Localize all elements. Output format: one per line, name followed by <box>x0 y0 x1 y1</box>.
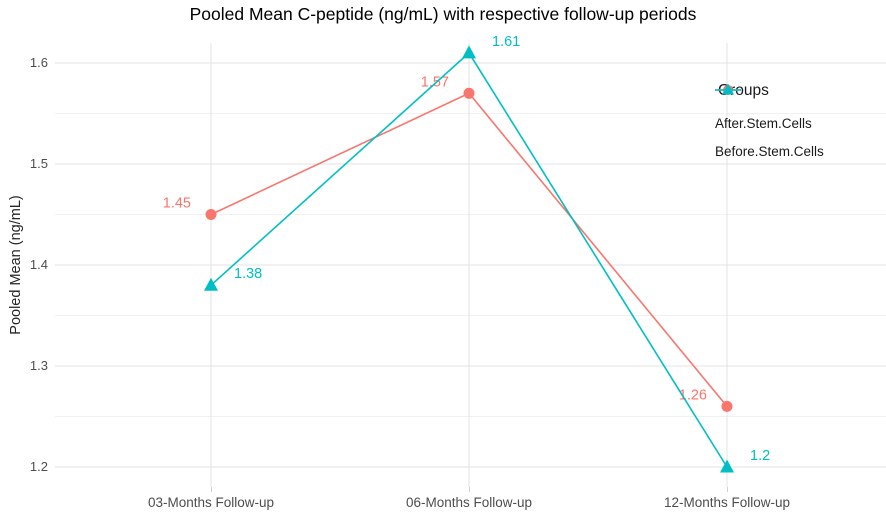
legend-key-triangle-icon <box>715 83 741 95</box>
legend-item-label: After.Stem.Cells <box>715 115 812 131</box>
chart-title: Pooled Mean C-peptide (ng/mL) with respe… <box>189 4 697 24</box>
plot-panel: 1.45 1.57 1.26 1.38 1.61 1.2 Groups After.Ste… <box>55 34 886 487</box>
data-point-circle <box>205 209 217 220</box>
data-point-triangle <box>204 277 218 291</box>
data-point-circle <box>721 400 733 412</box>
y-tick-label: 1.3 <box>29 358 48 373</box>
x-tick-mark <box>469 487 470 492</box>
data-point-label: 1.38 <box>234 266 262 282</box>
legend-items: After.Stem.Cells Before.Stem.Cells <box>713 83 824 165</box>
x-tick-label: 12-Months Follow-up <box>663 495 791 510</box>
data-point-triangle <box>462 45 476 59</box>
x-tick-mark <box>211 487 212 492</box>
data-point-triangle <box>720 459 734 473</box>
x-tick-label: 03-Months Follow-up <box>147 495 275 510</box>
data-point-circle <box>463 87 475 99</box>
data-point-label: 1.2 <box>750 448 770 464</box>
legend-item-label: Before.Stem.Cells <box>715 143 824 159</box>
legend: Groups After.Stem.Cells Before.Stem.Cells <box>713 81 824 165</box>
legend-item: Before.Stem.Cells <box>713 83 824 165</box>
plot-area: 1.451.571.261.381.611.2 <box>55 34 886 487</box>
data-point-label: 1.45 <box>163 196 191 212</box>
data-point-label: 1.61 <box>492 34 520 50</box>
y-tick-label: 1.2 <box>29 459 48 474</box>
y-tick-label: 1.5 <box>29 156 48 171</box>
legend-item: After.Stem.Cells <box>713 85 824 137</box>
x-tick-label: 06-Months Follow-up <box>405 495 533 510</box>
y-tick-label: 1.4 <box>29 257 48 272</box>
y-tick-label: 1.6 <box>29 55 48 70</box>
data-point-label: 1.57 <box>421 74 449 90</box>
x-tick-mark <box>727 487 728 492</box>
